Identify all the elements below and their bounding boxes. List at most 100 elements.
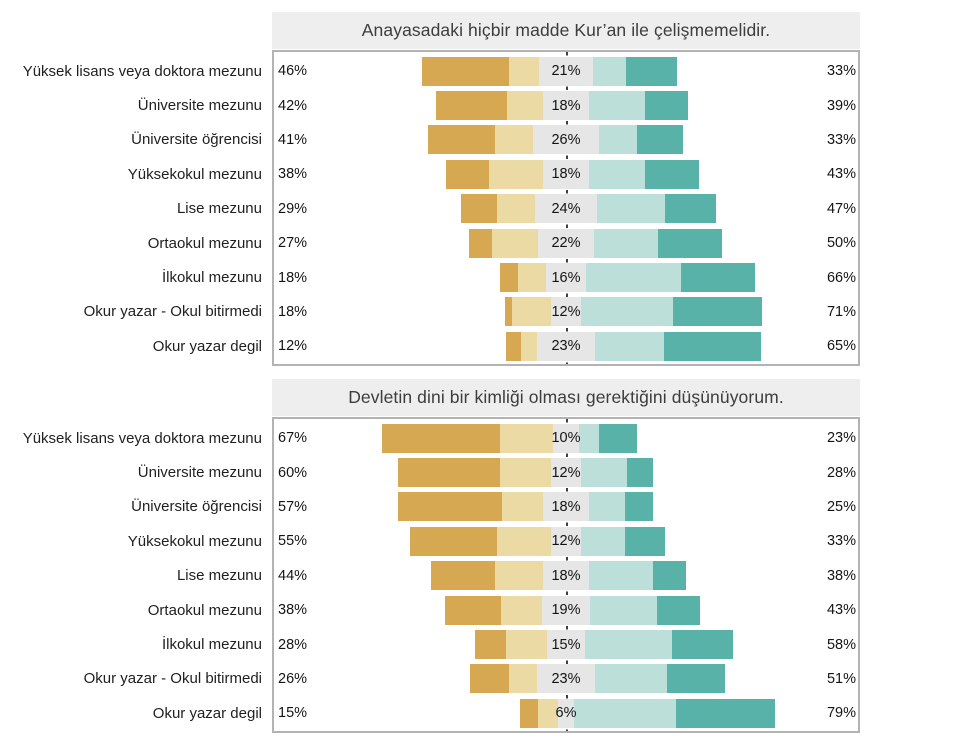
segment-agree	[588, 561, 653, 591]
stacked-bar	[421, 56, 677, 86]
left-total-label: 26%	[278, 670, 308, 687]
segment-strongly_agree	[624, 492, 653, 522]
category-label: Lise mezunu	[176, 567, 262, 585]
stacked-bar	[444, 595, 700, 625]
category-label: Okur yazar degil	[152, 704, 262, 722]
neutral-label: 24%	[551, 200, 581, 217]
segment-neutral	[545, 262, 587, 292]
category-label: Okur yazar - Okul bitirmedi	[83, 670, 262, 688]
neutral-label: 23%	[551, 670, 581, 687]
right-total-label: 23%	[826, 430, 856, 447]
segment-strongly_agree	[665, 194, 717, 224]
right-total-label: 33%	[826, 63, 856, 80]
segment-disagree	[508, 664, 537, 694]
bar-row: Ortaokul mezunu 38% 19% 43%	[0, 593, 980, 627]
segment-strongly_disagree	[461, 194, 498, 224]
neutral-label: 21%	[551, 63, 581, 80]
segment-strongly_agree	[645, 90, 689, 120]
segment-neutral	[543, 492, 589, 522]
segment-agree	[588, 90, 645, 120]
segment-disagree	[497, 194, 536, 224]
segment-strongly_agree	[666, 664, 726, 694]
stacked-bar	[435, 90, 689, 120]
bar-row: Yüksek lisans veya doktora mezunu 67% 10% 2…	[0, 421, 980, 455]
segment-neutral	[535, 194, 597, 224]
right-total-label: 43%	[826, 166, 856, 183]
segment-strongly_agree	[657, 228, 722, 258]
left-total-label: 41%	[278, 131, 308, 148]
segment-strongly_disagree	[421, 56, 509, 86]
segment-agree	[581, 297, 674, 327]
left-total-label: 38%	[278, 166, 308, 183]
segment-strongly_disagree	[470, 664, 509, 694]
chart-title-bottom: Devletin dini bir kimliği olması gerekti…	[272, 379, 860, 416]
segment-agree	[573, 698, 676, 728]
segment-neutral	[543, 159, 589, 189]
left-total-label: 46%	[278, 63, 308, 80]
segment-disagree	[494, 561, 544, 591]
left-total-label: 27%	[278, 235, 308, 252]
right-total-label: 25%	[826, 498, 856, 515]
segment-strongly_disagree	[397, 457, 500, 487]
segment-agree	[592, 56, 626, 86]
neutral-label: 12%	[551, 533, 581, 550]
neutral-label: 18%	[551, 498, 581, 515]
bar-row: Ortaokul mezunu 27% 22% 50%	[0, 226, 980, 260]
category-label: Yüksekokul mezunu	[127, 532, 262, 550]
bar-row: Yüksekokul mezunu 55% 12% 33%	[0, 524, 980, 558]
segment-strongly_disagree	[475, 629, 507, 659]
segment-agree	[595, 331, 665, 361]
bar-row: Okur yazar degil 12% 23% 65%	[0, 329, 980, 363]
segment-disagree	[492, 228, 538, 258]
stacked-bar	[382, 423, 638, 453]
neutral-label: 16%	[551, 269, 581, 286]
bar-row: Üniversite mezunu 42% 18% 39%	[0, 88, 980, 122]
right-total-label: 50%	[826, 235, 856, 252]
bar-row: Lise mezunu 44% 18% 38%	[0, 559, 980, 593]
segment-strongly_agree	[652, 561, 686, 591]
bar-row: Üniversite öğrencisi 41% 26% 33%	[0, 123, 980, 157]
segment-agree	[599, 125, 638, 155]
right-total-label: 79%	[826, 705, 856, 722]
segment-strongly_disagree	[506, 331, 522, 361]
right-total-label: 28%	[826, 464, 856, 481]
segment-neutral	[550, 297, 582, 327]
left-total-label: 42%	[278, 97, 308, 114]
right-total-label: 71%	[826, 303, 856, 320]
neutral-label: 12%	[551, 464, 581, 481]
right-total-label: 43%	[826, 602, 856, 619]
segment-strongly_agree	[624, 526, 666, 556]
segment-agree	[596, 194, 666, 224]
category-label: Üniversite öğrencisi	[131, 498, 262, 516]
segment-strongly_agree	[664, 331, 762, 361]
segment-neutral	[536, 331, 596, 361]
chart-title-top: Anayasadaki hiçbir madde Kur’an ile çeli…	[272, 12, 860, 49]
neutral-label: 23%	[551, 338, 581, 355]
bar-row: Lise mezunu 29% 24% 47%	[0, 192, 980, 226]
right-total-label: 33%	[826, 131, 856, 148]
neutral-label: 26%	[551, 131, 581, 148]
segment-disagree	[499, 457, 551, 487]
segment-strongly_disagree	[428, 125, 495, 155]
right-total-label: 51%	[826, 670, 856, 687]
neutral-label: 12%	[551, 303, 581, 320]
bar-row: İlkokul mezunu 18% 16% 66%	[0, 260, 980, 294]
segment-strongly_agree	[656, 595, 700, 625]
neutral-label: 6%	[555, 705, 577, 722]
right-total-label: 58%	[826, 636, 856, 653]
segment-strongly_disagree	[504, 297, 513, 327]
segment-strongly_disagree	[430, 561, 495, 591]
segment-strongly_disagree	[446, 159, 490, 189]
segment-disagree	[497, 526, 551, 556]
segment-agree	[588, 159, 646, 189]
left-total-label: 60%	[278, 464, 308, 481]
segment-neutral	[558, 698, 574, 728]
segment-agree	[588, 492, 625, 522]
segment-disagree	[489, 159, 544, 189]
bar-row: Okur yazar degil 15% 6% 79%	[0, 696, 980, 730]
segment-strongly_agree	[637, 125, 684, 155]
segment-disagree	[517, 262, 546, 292]
stacked-bar	[461, 194, 717, 224]
